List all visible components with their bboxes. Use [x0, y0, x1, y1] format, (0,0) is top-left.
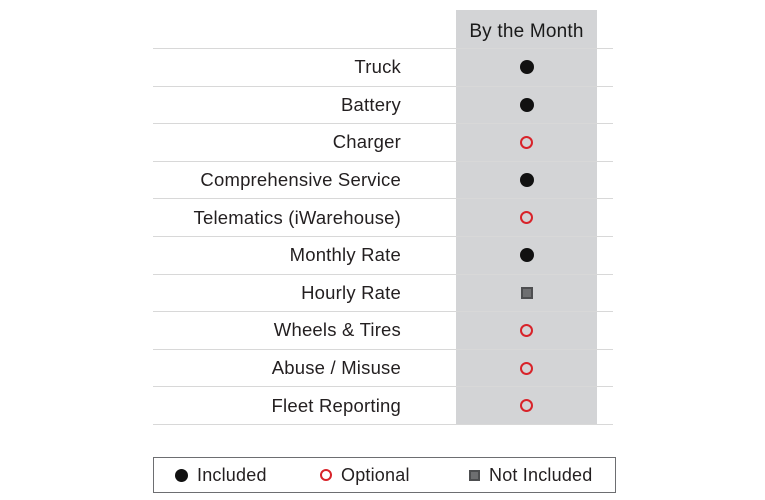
- status-indicator: [456, 399, 597, 413]
- table-row: Battery: [153, 87, 613, 125]
- legend-item-not-included: Not Included: [469, 458, 592, 492]
- legend-label: Optional: [341, 464, 410, 485]
- row-label: Monthly Rate: [289, 244, 401, 266]
- row-label: Fleet Reporting: [271, 394, 401, 416]
- status-icon: [520, 323, 533, 337]
- status-icon: [520, 286, 533, 299]
- legend-label: Included: [197, 464, 267, 485]
- table-row: Comprehensive Service: [153, 162, 613, 200]
- status-icon: [520, 361, 533, 375]
- table-row: Abuse / Misuse: [153, 350, 613, 388]
- row-label: Battery: [340, 93, 401, 115]
- column-header: By the Month: [469, 21, 584, 42]
- row-label: Telematics (iWarehouse): [193, 206, 401, 228]
- optional-icon: [320, 469, 332, 481]
- status-icon: [520, 399, 533, 413]
- table-row: Truck: [153, 49, 613, 87]
- status-icon: [519, 60, 534, 75]
- not-included-icon: [469, 469, 480, 481]
- included-icon: [175, 468, 188, 482]
- status-indicator: [456, 97, 597, 112]
- row-label: Truck: [354, 56, 401, 78]
- legend-item-included: Included: [175, 458, 267, 492]
- status-icon: [519, 97, 534, 112]
- status-indicator: [456, 248, 597, 263]
- table-row: Wheels & Tires: [153, 312, 613, 350]
- row-label: Charger: [332, 131, 401, 153]
- status-indicator: [456, 135, 597, 149]
- status-indicator: [456, 323, 597, 337]
- row-label: Comprehensive Service: [200, 169, 401, 191]
- status-indicator: [456, 211, 597, 225]
- legend-item-optional: Optional: [320, 458, 410, 492]
- row-label: Abuse / Misuse: [271, 357, 401, 379]
- status-icon: [519, 173, 534, 188]
- table-row: Telematics (iWarehouse): [153, 199, 613, 237]
- status-indicator: [456, 286, 597, 299]
- status-indicator: [456, 60, 597, 75]
- table-row: Charger: [153, 124, 613, 162]
- table-body: Truck Battery Charger Comprehensive Serv…: [153, 48, 613, 425]
- status-icon: [519, 248, 534, 263]
- row-label: Wheels & Tires: [273, 319, 401, 341]
- row-label: Hourly Rate: [301, 281, 401, 303]
- status-indicator: [456, 173, 597, 188]
- status-indicator: [456, 361, 597, 375]
- legend-label: Not Included: [489, 464, 593, 485]
- table-row: Monthly Rate: [153, 237, 613, 275]
- table-row: Fleet Reporting: [153, 387, 613, 425]
- legend: Included Optional Not Included: [153, 457, 616, 493]
- status-icon: [520, 135, 533, 149]
- table-row: Hourly Rate: [153, 275, 613, 313]
- status-icon: [520, 211, 533, 225]
